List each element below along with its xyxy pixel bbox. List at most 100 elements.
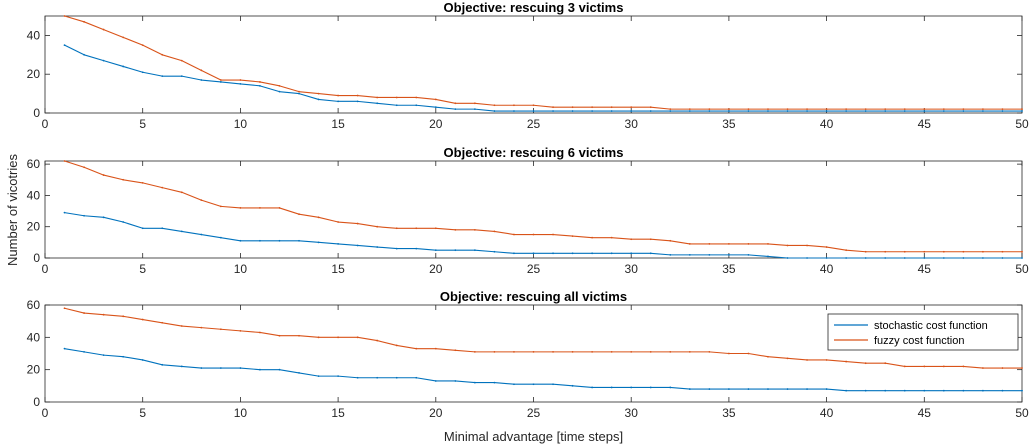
data-point: [454, 228, 457, 231]
data-point: [649, 350, 652, 353]
data-point: [298, 213, 300, 216]
data-point: [688, 108, 691, 111]
data-point: [395, 344, 398, 347]
data-point: [161, 363, 164, 366]
data-point: [688, 388, 691, 390]
y-tick-label: 60: [27, 157, 41, 171]
data-point: [473, 381, 476, 384]
data-point: [278, 368, 281, 371]
x-tick-label: 5: [139, 262, 146, 276]
data-point: [630, 238, 633, 241]
series-line-1: [64, 44, 1022, 112]
data-point: [102, 174, 105, 176]
data-point: [1001, 367, 1004, 369]
data-point: [962, 108, 965, 111]
data-point: [591, 106, 594, 109]
data-point: [571, 252, 574, 255]
data-point: [786, 110, 789, 112]
data-point: [317, 375, 320, 378]
data-point: [942, 110, 945, 112]
data-point: [1021, 110, 1023, 112]
data-point: [884, 362, 887, 365]
data-point: [630, 350, 633, 353]
x-tick-label: 5: [139, 406, 146, 420]
data-point: [415, 227, 418, 230]
data-point: [83, 312, 85, 314]
data-point: [83, 53, 85, 56]
data-point: [356, 94, 359, 97]
x-tick-label: 25: [527, 406, 541, 420]
data-point: [239, 239, 242, 242]
y-tick-label: 40: [27, 330, 41, 344]
data-point: [278, 239, 281, 242]
data-point: [102, 313, 105, 316]
data-point: [376, 102, 379, 105]
data-point: [317, 241, 320, 244]
x-tick-label: 20: [429, 406, 443, 420]
data-point: [1001, 257, 1004, 259]
x-tick-label: 0: [42, 262, 49, 276]
data-point: [591, 350, 594, 353]
data-point: [83, 166, 85, 169]
data-point: [1001, 250, 1004, 253]
data-point: [317, 92, 320, 95]
data-point: [610, 236, 613, 239]
data-point: [728, 388, 730, 390]
x-tick-label: 40: [820, 406, 834, 420]
data-point: [434, 106, 437, 109]
data-point: [395, 96, 398, 99]
data-point: [982, 250, 984, 253]
data-point: [669, 239, 672, 242]
data-point: [395, 247, 398, 250]
data-point: [122, 65, 125, 68]
data-point: [356, 100, 359, 103]
data-point: [337, 94, 339, 97]
legend-entry: stochastic cost function: [874, 320, 988, 332]
data-point: [825, 388, 828, 390]
data-point: [786, 388, 789, 390]
data-point: [298, 92, 300, 95]
series-line-1: [64, 348, 1022, 392]
data-point: [688, 243, 691, 245]
data-point: [259, 81, 261, 83]
data-point: [493, 104, 496, 107]
data-point: [669, 110, 672, 112]
data-point: [337, 221, 339, 223]
data-point: [552, 383, 554, 386]
data-point: [219, 367, 222, 369]
data-point: [767, 110, 769, 112]
data-point: [982, 389, 984, 392]
data-point: [942, 389, 945, 392]
x-tick-label: 15: [331, 262, 345, 276]
x-tick-label: 45: [918, 406, 932, 420]
data-point: [317, 336, 320, 339]
data-point: [376, 376, 379, 379]
data-point: [728, 253, 730, 256]
data-point: [903, 365, 906, 368]
data-point: [610, 106, 613, 109]
data-point: [884, 250, 887, 253]
data-point: [708, 108, 711, 111]
data-point: [63, 211, 66, 214]
data-point: [845, 108, 848, 111]
data-point: [63, 160, 66, 162]
data-point: [1021, 389, 1023, 392]
data-point: [649, 252, 652, 255]
data-point: [278, 90, 281, 93]
data-point: [610, 386, 613, 389]
data-point: [298, 239, 300, 242]
x-tick-label: 0: [42, 117, 49, 131]
data-point: [200, 79, 203, 81]
data-point: [630, 252, 633, 255]
data-point: [395, 376, 398, 379]
data-point: [415, 247, 418, 250]
subplot-2: Objective: rescuing 6 victims 0 5 10 15 20 25 3…: [27, 145, 1029, 276]
data-point: [454, 349, 457, 352]
data-point: [708, 253, 711, 256]
data-point: [591, 236, 594, 239]
data-point: [532, 383, 535, 386]
data-point: [864, 110, 867, 112]
data-point: [532, 350, 535, 353]
data-point: [864, 250, 867, 253]
